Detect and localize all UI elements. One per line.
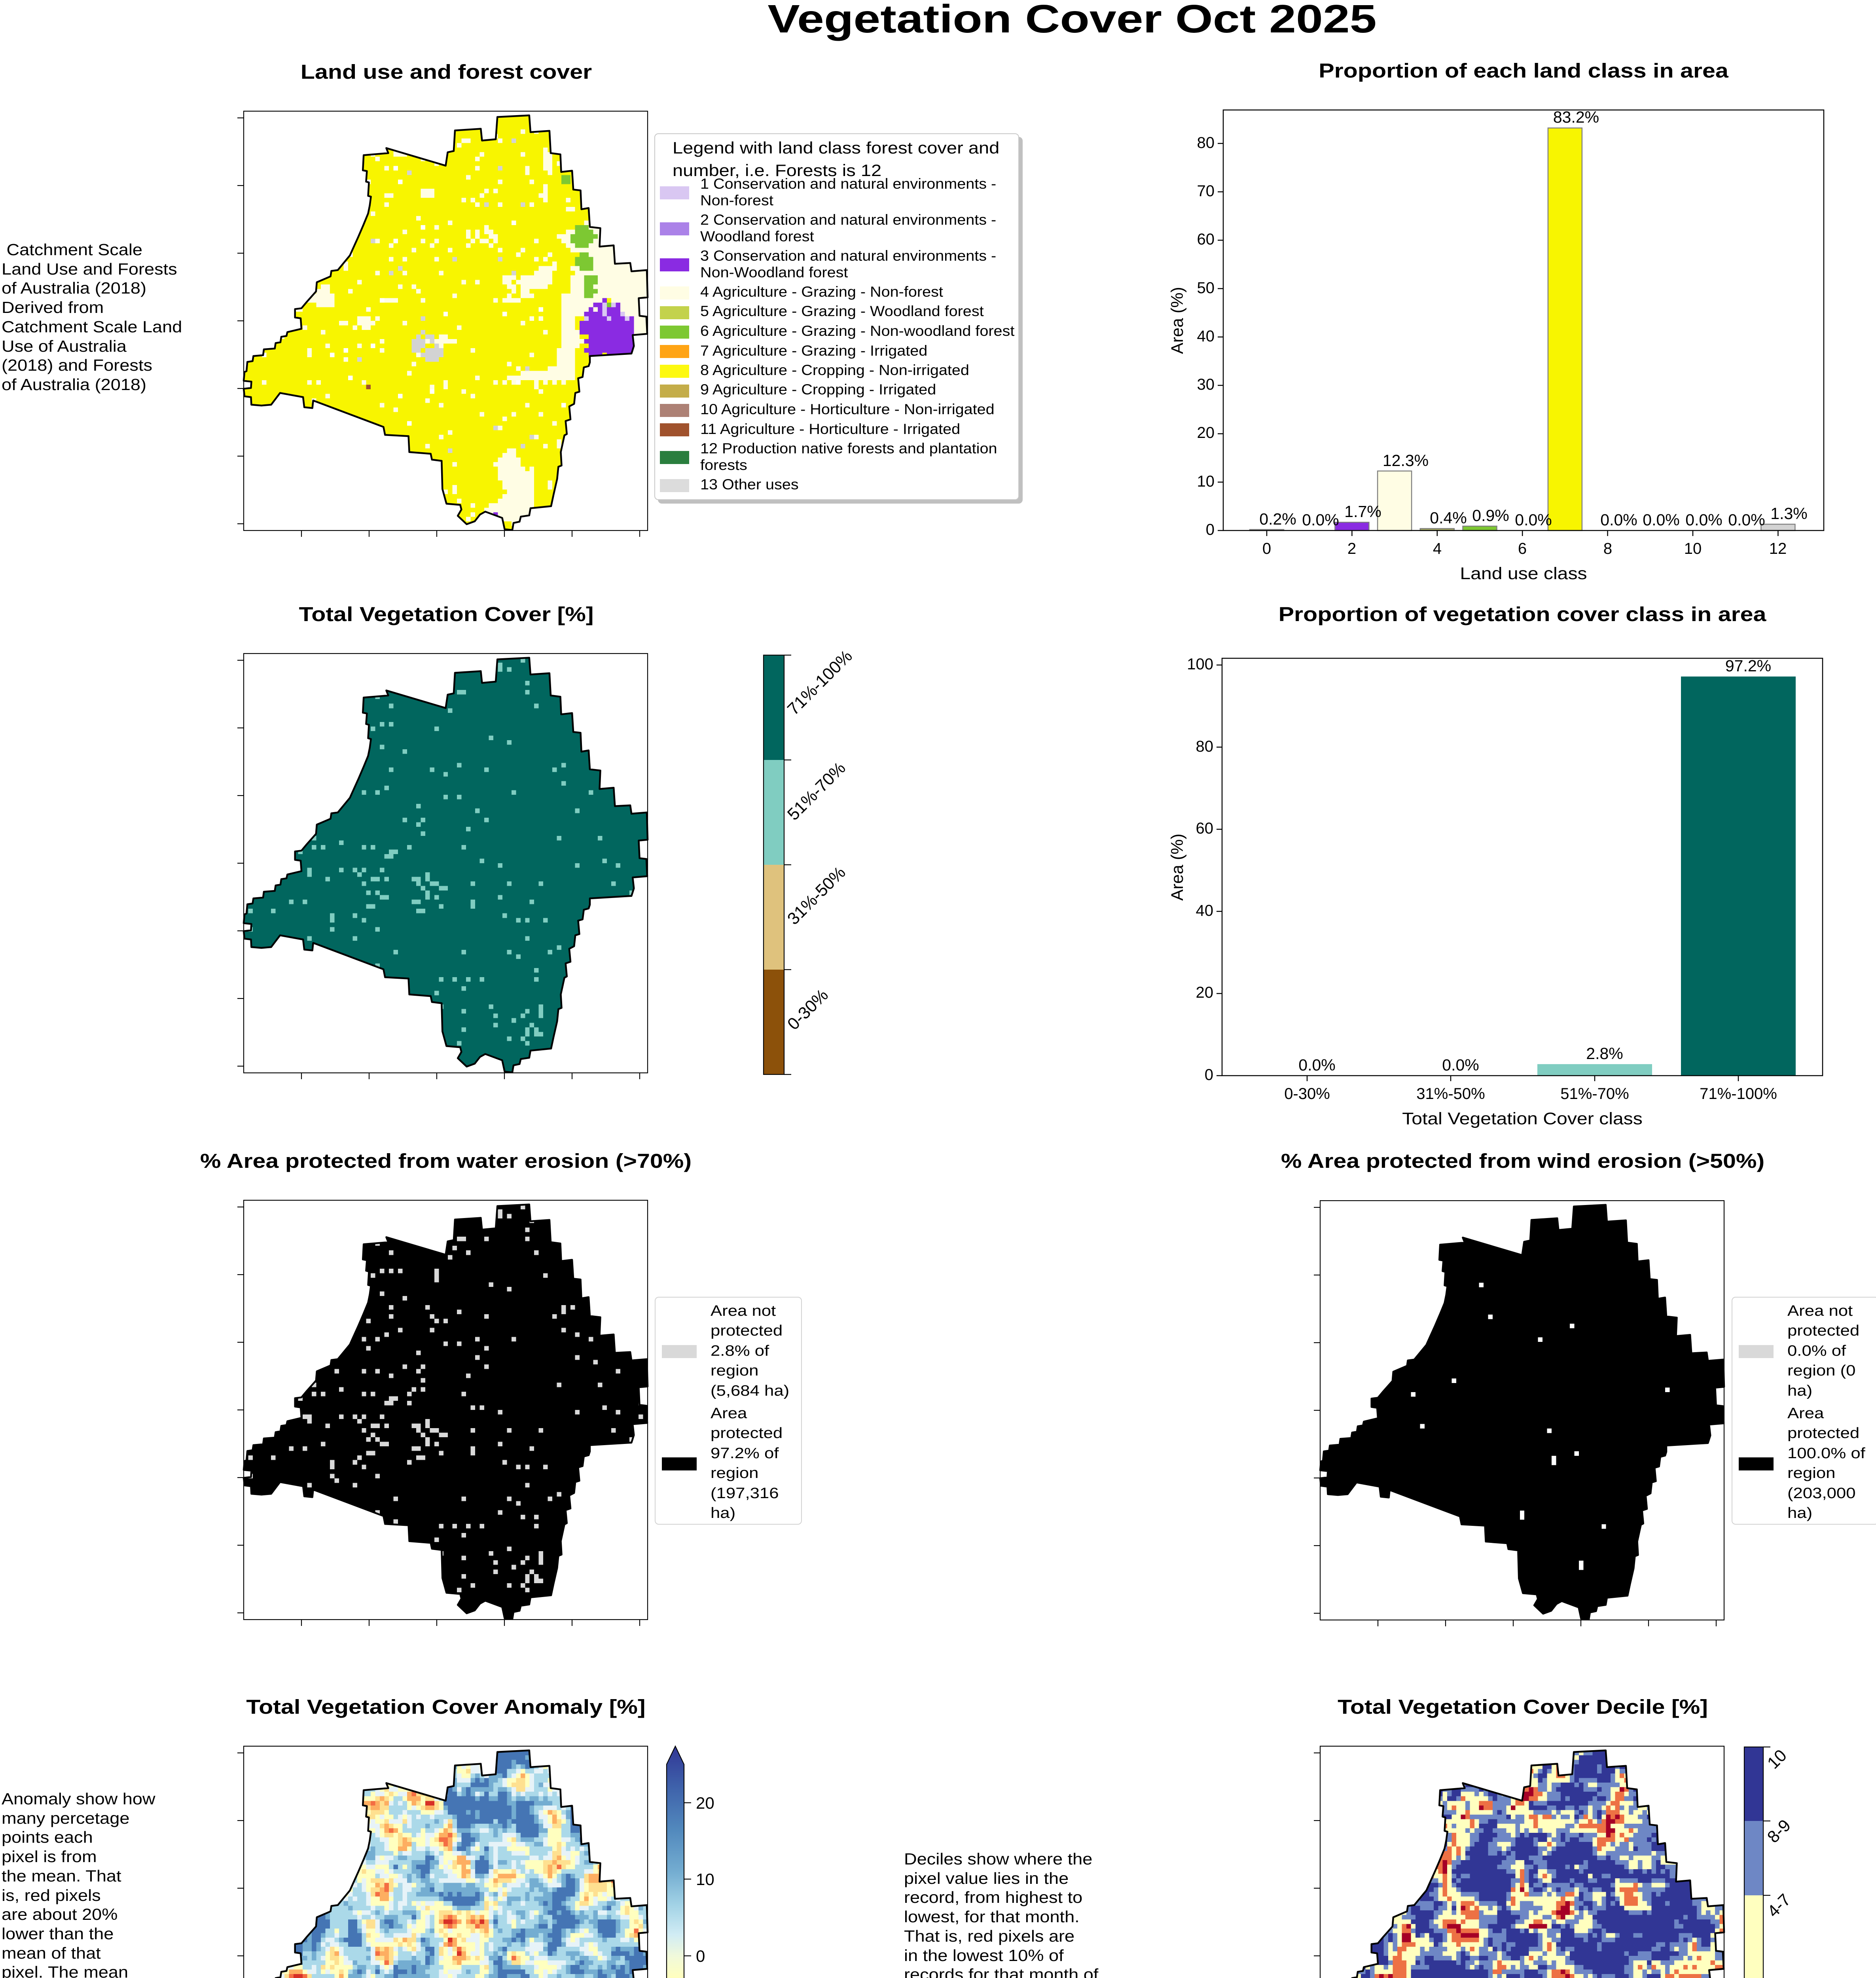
- svg-text:8-9: 8-9: [1764, 1816, 1795, 1847]
- svg-text:31%-50%: 31%-50%: [784, 863, 849, 928]
- svg-text:10: 10: [1764, 1746, 1791, 1773]
- svg-text:20: 20: [696, 1794, 714, 1812]
- svg-text:4-7: 4-7: [1764, 1890, 1795, 1921]
- svg-text:0-30%: 0-30%: [784, 985, 832, 1034]
- svg-text:10: 10: [696, 1870, 714, 1889]
- svg-text:51%-70%: 51%-70%: [784, 758, 849, 824]
- svg-text:0: 0: [696, 1947, 705, 1965]
- svg-text:71%-100%: 71%-100%: [784, 646, 856, 719]
